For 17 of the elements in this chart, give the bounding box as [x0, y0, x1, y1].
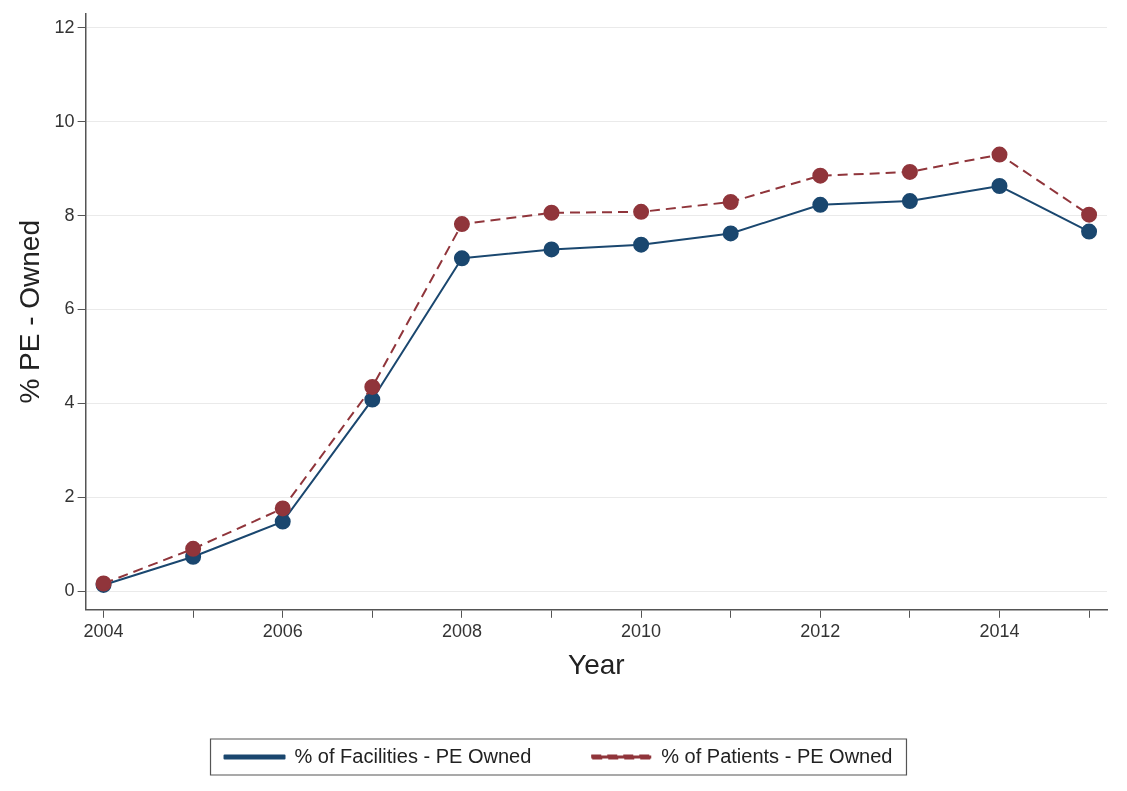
x-tick-label: 2008	[441, 620, 482, 641]
x-tick-label: 2012	[800, 620, 841, 641]
x-tick-label: 2004	[83, 620, 124, 641]
legend-label: % of Patients - PE Owned	[661, 744, 893, 767]
y-tick-label: 12	[54, 16, 75, 37]
x-axis-title: Year	[568, 648, 625, 680]
y-tick-label: 2	[64, 486, 75, 507]
y-tick-label: 4	[64, 392, 75, 413]
y-tick-label: 8	[64, 204, 75, 225]
y-tick-label: 6	[64, 298, 75, 319]
legend-label: % of Facilities - PE Owned	[294, 744, 532, 767]
y-tick-label: 10	[54, 110, 75, 131]
y-tick-label: 0	[64, 580, 75, 600]
x-tick-label: 2010	[621, 620, 662, 641]
y-axis-title: % PE - Owned	[13, 219, 45, 404]
x-tick-label: 2014	[979, 620, 1020, 641]
x-tick-label: 2006	[262, 620, 303, 641]
